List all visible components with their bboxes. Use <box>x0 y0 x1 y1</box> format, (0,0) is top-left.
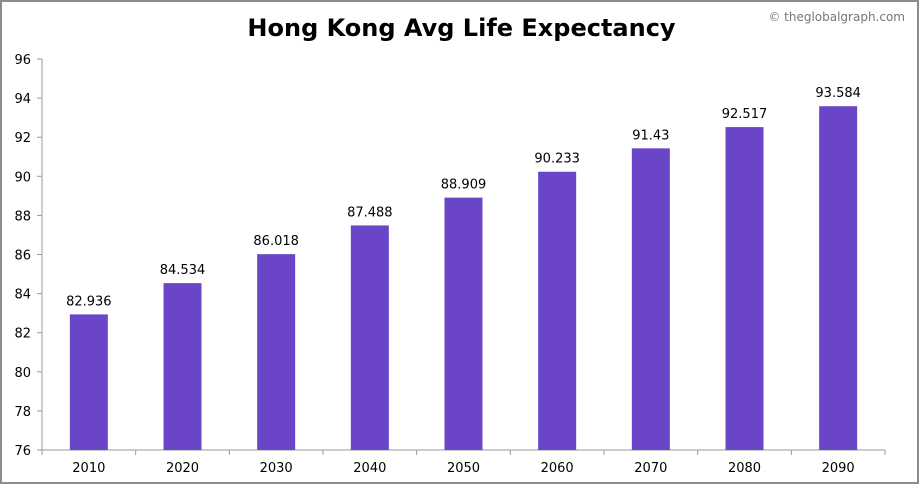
bar-value-label: 82.936 <box>66 294 112 309</box>
bar-value-label: 86.018 <box>253 234 299 249</box>
x-tick-label: 2070 <box>634 461 667 476</box>
bar <box>69 314 108 450</box>
watermark: © theglobalgraph.com <box>768 10 905 24</box>
bar <box>725 127 764 450</box>
y-tick-label: 92 <box>14 131 31 146</box>
bar-value-label: 87.488 <box>347 205 393 220</box>
bar <box>444 197 483 450</box>
bar <box>631 148 670 450</box>
y-tick-label: 80 <box>14 366 31 381</box>
y-tick-label: 78 <box>14 405 31 420</box>
bar-value-label: 91.43 <box>632 128 669 143</box>
y-tick-label: 96 <box>14 53 31 68</box>
x-tick-label: 2020 <box>166 461 199 476</box>
x-tick-label: 2060 <box>541 461 574 476</box>
bar <box>163 283 202 450</box>
x-tick-label: 2080 <box>728 461 761 476</box>
bar <box>257 254 296 450</box>
x-tick-label: 2030 <box>260 461 293 476</box>
bar-value-label: 88.909 <box>441 178 487 193</box>
bar-value-label: 90.233 <box>534 152 580 167</box>
y-tick-label: 86 <box>14 249 31 264</box>
y-tick-label: 90 <box>14 170 31 185</box>
y-tick-label: 84 <box>14 288 31 303</box>
x-tick-label: 2010 <box>72 461 105 476</box>
x-tick-label: 2090 <box>822 461 855 476</box>
x-tick-label: 2040 <box>353 461 386 476</box>
bar <box>819 106 858 451</box>
bar-value-label: 84.534 <box>160 263 206 278</box>
bar-value-label: 93.584 <box>815 86 861 101</box>
bar <box>350 225 389 450</box>
chart-title: Hong Kong Avg Life Expectancy <box>247 14 676 42</box>
bar <box>538 171 577 450</box>
y-tick-label: 82 <box>14 327 31 342</box>
x-tick-label: 2050 <box>447 461 480 476</box>
y-tick-label: 76 <box>14 444 31 459</box>
y-tick-label: 94 <box>14 92 31 107</box>
y-tick-label: 88 <box>14 209 31 224</box>
bar-value-label: 92.517 <box>722 107 768 122</box>
